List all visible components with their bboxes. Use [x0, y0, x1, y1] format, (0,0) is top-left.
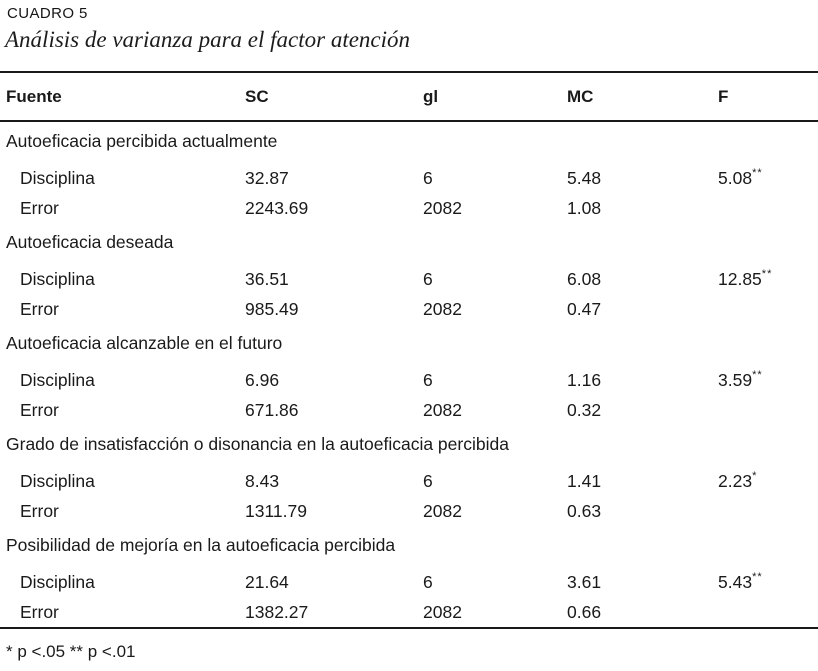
cell-mc: 3.61: [567, 571, 602, 592]
cell-mc: 5.48: [567, 167, 602, 188]
column-header-fuente: Fuente: [6, 86, 62, 106]
cell-fuente: Disciplina: [20, 470, 95, 491]
significance-marker: **: [761, 267, 773, 280]
cell-gl: 6: [423, 167, 433, 188]
table-section-1: Autoeficacia percibida actualmente Disci…: [0, 122, 818, 223]
cell-mc: 1.16: [567, 369, 602, 390]
cell-sc: 36.51: [245, 268, 289, 289]
f-value: 5.43: [718, 571, 753, 592]
cell-fuente: Disciplina: [20, 369, 95, 390]
significance-marker: **: [752, 570, 763, 583]
cell-fuente: Error: [20, 399, 59, 420]
table-section-5: Posibilidad de mejoría en la autoeficaci…: [0, 526, 818, 627]
table-row: Error 1311.79 2082 0.63: [0, 496, 818, 526]
column-header-mc: MC: [567, 86, 594, 106]
cell-gl: 6: [423, 369, 433, 390]
table-row: Error 2243.69 2082 1.08: [0, 193, 818, 223]
paper-page: CUADRO 5 Análisis de varianza para el fa…: [0, 5, 818, 671]
table-row: Disciplina 32.87 6 5.48 5.08**: [0, 163, 818, 193]
cell-gl: 2082: [423, 197, 462, 218]
section-header: Posibilidad de mejoría en la autoeficaci…: [6, 535, 396, 555]
cell-fuente: Disciplina: [20, 268, 95, 289]
cell-f: 12.85**: [718, 267, 818, 290]
table-row: Disciplina 36.51 6 6.08 12.85**: [0, 264, 818, 294]
cell-fuente: Error: [20, 500, 59, 521]
cell-sc: 6.96: [245, 369, 280, 390]
significance-marker: *: [752, 469, 758, 482]
cell-f: 5.43**: [718, 570, 818, 593]
cell-gl: 2082: [423, 500, 462, 521]
cell-mc: 0.32: [567, 399, 602, 420]
cell-sc: 2243.69: [245, 197, 309, 218]
significance-footnote: * p <.05 ** p <.01: [6, 642, 136, 661]
f-value: 5.08: [718, 167, 753, 188]
cell-f: 2.23*: [718, 469, 818, 492]
section-header: Grado de insatisfacción o disonancia en …: [6, 434, 509, 454]
section-header: Autoeficacia percibida actualmente: [6, 131, 278, 151]
table-label: CUADRO 5: [7, 5, 88, 22]
significance-marker: **: [752, 166, 763, 179]
table-row: Disciplina 21.64 6 3.61 5.43**: [0, 567, 818, 597]
cell-mc: 0.66: [567, 601, 602, 622]
cell-gl: 2082: [423, 399, 462, 420]
f-value: 12.85: [718, 268, 762, 289]
cell-fuente: Error: [20, 601, 59, 622]
cell-mc: 0.63: [567, 500, 602, 521]
cell-sc: 8.43: [245, 470, 280, 491]
significance-marker: **: [752, 368, 763, 381]
table-row: Disciplina 8.43 6 1.41 2.23*: [0, 466, 818, 496]
cell-f: 5.08**: [718, 166, 818, 189]
cell-sc: 1382.27: [245, 601, 309, 622]
cell-sc: 985.49: [245, 298, 299, 319]
rule-top: [0, 71, 818, 73]
cell-fuente: Disciplina: [20, 167, 95, 188]
f-value: 3.59: [718, 369, 753, 390]
table-section-3: Autoeficacia alcanzable en el futuro Dis…: [0, 324, 818, 425]
cell-sc: 671.86: [245, 399, 299, 420]
rule-below-header: [0, 120, 818, 122]
cell-fuente: Error: [20, 197, 59, 218]
cell-fuente: Disciplina: [20, 571, 95, 592]
cell-gl: 6: [423, 571, 433, 592]
cell-fuente: Error: [20, 298, 59, 319]
f-value: 2.23: [718, 470, 753, 491]
table-row: Error 1382.27 2082 0.66: [0, 597, 818, 627]
cell-gl: 2082: [423, 298, 462, 319]
column-header-sc: SC: [245, 86, 269, 106]
rule-bottom: [0, 627, 818, 629]
table-section-2: Autoeficacia deseada Disciplina 36.51 6 …: [0, 223, 818, 324]
cell-mc: 6.08: [567, 268, 602, 289]
cell-mc: 0.47: [567, 298, 602, 319]
cell-gl: 2082: [423, 601, 462, 622]
cell-sc: 21.64: [245, 571, 289, 592]
table-row: Error 671.86 2082 0.32: [0, 395, 818, 425]
cell-gl: 6: [423, 268, 433, 289]
table-header-row: Fuente SC gl MC F: [0, 73, 818, 120]
cell-sc: 1311.79: [245, 500, 307, 521]
section-header: Autoeficacia deseada: [6, 232, 174, 252]
table-section-4: Grado de insatisfacción o disonancia en …: [0, 425, 818, 526]
column-header-f: F: [718, 86, 729, 106]
cell-sc: 32.87: [245, 167, 289, 188]
table-row: Error 985.49 2082 0.47: [0, 294, 818, 324]
cell-f: 3.59**: [718, 368, 818, 391]
cell-mc: 1.08: [567, 197, 602, 218]
cell-mc: 1.41: [567, 470, 602, 491]
table-row: Disciplina 6.96 6 1.16 3.59**: [0, 365, 818, 395]
table-title: Análisis de varianza para el factor aten…: [5, 27, 411, 52]
section-header: Autoeficacia alcanzable en el futuro: [6, 333, 283, 353]
cell-gl: 6: [423, 470, 433, 491]
column-header-gl: gl: [423, 86, 439, 106]
